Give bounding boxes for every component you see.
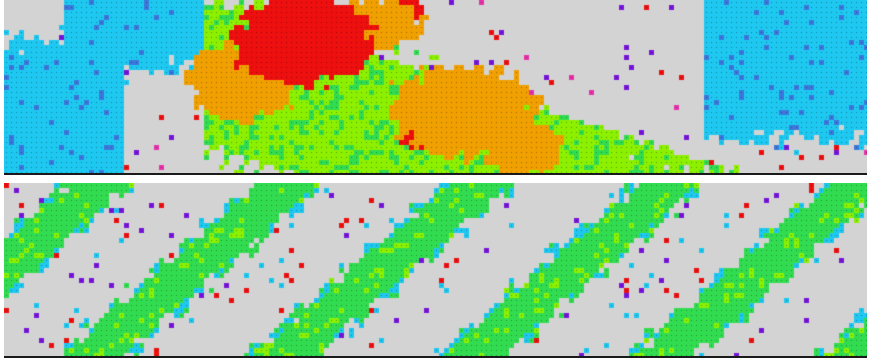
- lattice-canvas-bottom: [4, 183, 867, 358]
- panel-baseline: [4, 173, 867, 175]
- lattice-panel-top: [4, 0, 867, 175]
- lattice-panel-bottom: [4, 183, 867, 358]
- lattice-canvas-top: [4, 0, 867, 175]
- panel-baseline: [4, 356, 867, 358]
